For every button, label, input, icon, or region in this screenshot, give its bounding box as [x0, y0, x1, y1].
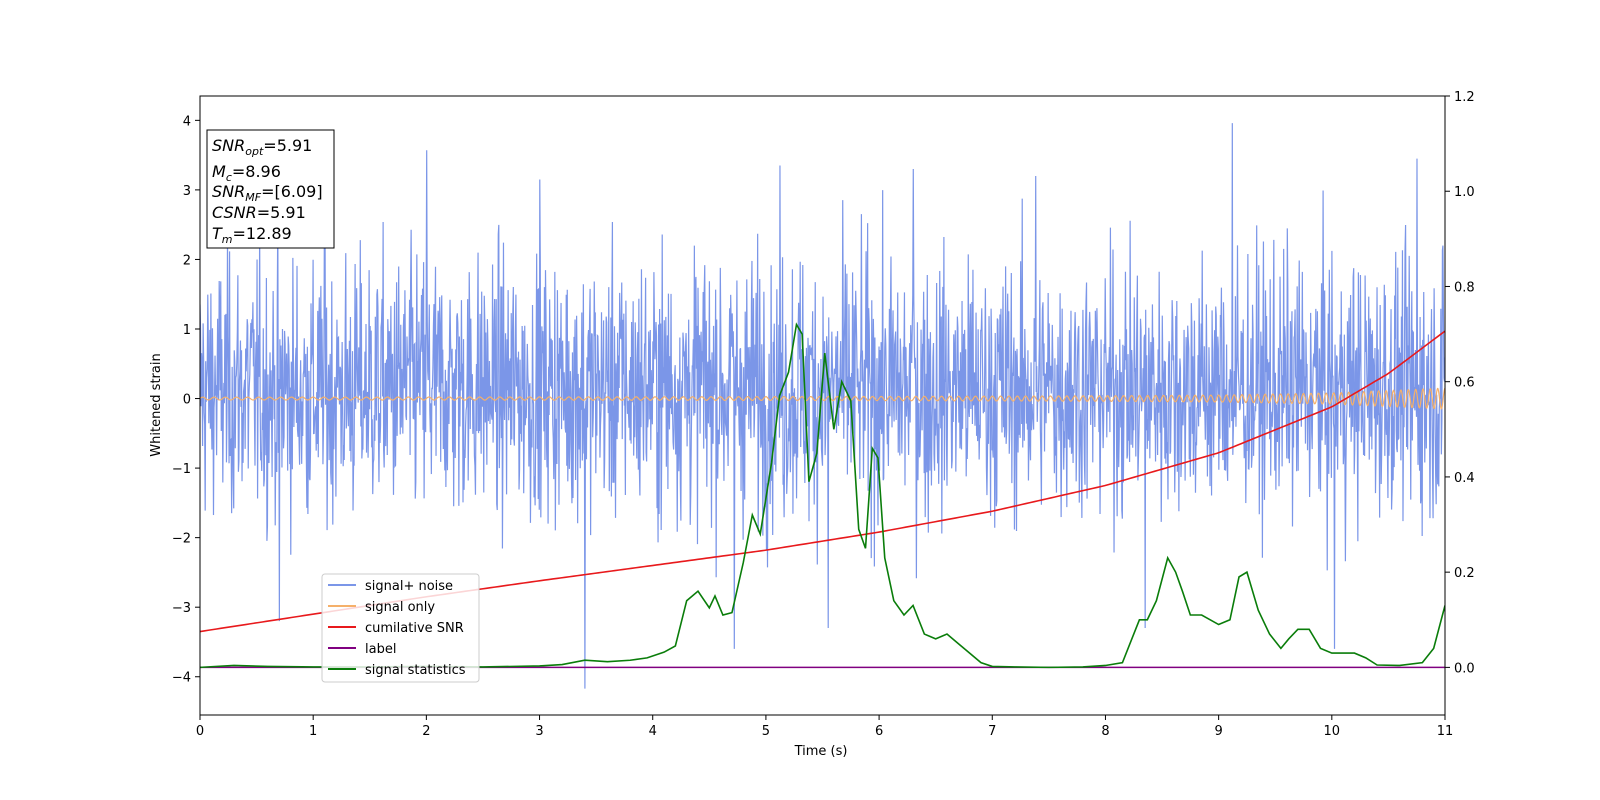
x-tick-label: 8 [1101, 724, 1109, 739]
annotation-line: Tm=12.89 [212, 224, 292, 246]
x-tick-label: 7 [988, 724, 996, 739]
x-tick-label: 9 [1214, 724, 1222, 739]
x-tick-label: 10 [1324, 724, 1341, 739]
series-signal-only-line [200, 387, 1445, 410]
y2-tick-label: 0.8 [1454, 280, 1475, 295]
annotation-line: Mc=8.96 [212, 162, 281, 184]
legend-frame [321, 573, 480, 683]
legend-label: signal statistics [365, 663, 466, 678]
x-tick-label: 11 [1437, 724, 1454, 739]
axes: 0 1 2 3 4 5 6 7 8 9 10 11 −4 −3 −2 −1 0 1 2 3 4 0.0 0.2 0.4 0.6 0… [172, 90, 1475, 739]
legend: signal+ noise signal only cumilative SNR la… [321, 573, 480, 683]
y2-tick-label: 0.0 [1454, 661, 1475, 676]
y2-tick-label: 0.4 [1454, 471, 1475, 486]
legend-label: cumilative SNR [365, 621, 464, 636]
annotation-frame [206, 129, 335, 249]
x-tick-label: 6 [875, 724, 883, 739]
y-tick-label: 0 [183, 393, 191, 408]
y2-tick-label: 1.2 [1454, 90, 1475, 105]
x-tick-label: 3 [535, 724, 543, 739]
y2-tick-label: 0.2 [1454, 566, 1475, 581]
y-tick-label: −2 [172, 532, 191, 547]
x-tick-label: 4 [649, 724, 657, 739]
x-tick-label: 0 [196, 724, 204, 739]
y2-tick-label: 0.6 [1454, 376, 1475, 391]
y-tick-label: 1 [183, 323, 191, 338]
legend-label: label [365, 642, 396, 657]
legend-label: signal only [365, 600, 435, 615]
y-axis-label: Whitened strain [149, 353, 164, 456]
y-tick-label: −3 [172, 601, 191, 616]
legend-label: signal+ noise [365, 579, 453, 594]
y-tick-label: −1 [172, 462, 191, 477]
plot-frame [199, 95, 1446, 716]
y-tick-label: −4 [172, 671, 191, 686]
series-signal-noise-line [200, 123, 1445, 689]
x-axis-label: Time (s) [794, 744, 848, 759]
y2-tick-label: 1.0 [1454, 185, 1475, 200]
annotation-line: SNRopt=5.91 [212, 136, 312, 158]
y-tick-label: 2 [183, 253, 191, 268]
y-tick-label: 4 [183, 114, 191, 129]
x-tick-label: 5 [762, 724, 770, 739]
y-tick-label: 3 [183, 184, 191, 199]
x-tick-label: 1 [309, 724, 317, 739]
x-tick-label: 2 [422, 724, 430, 739]
annotation-line: SNRMF=[6.09] [212, 182, 323, 204]
annotation-line: CSNR=5.91 [212, 203, 306, 222]
series-signal-statistics-line [200, 322, 1445, 669]
